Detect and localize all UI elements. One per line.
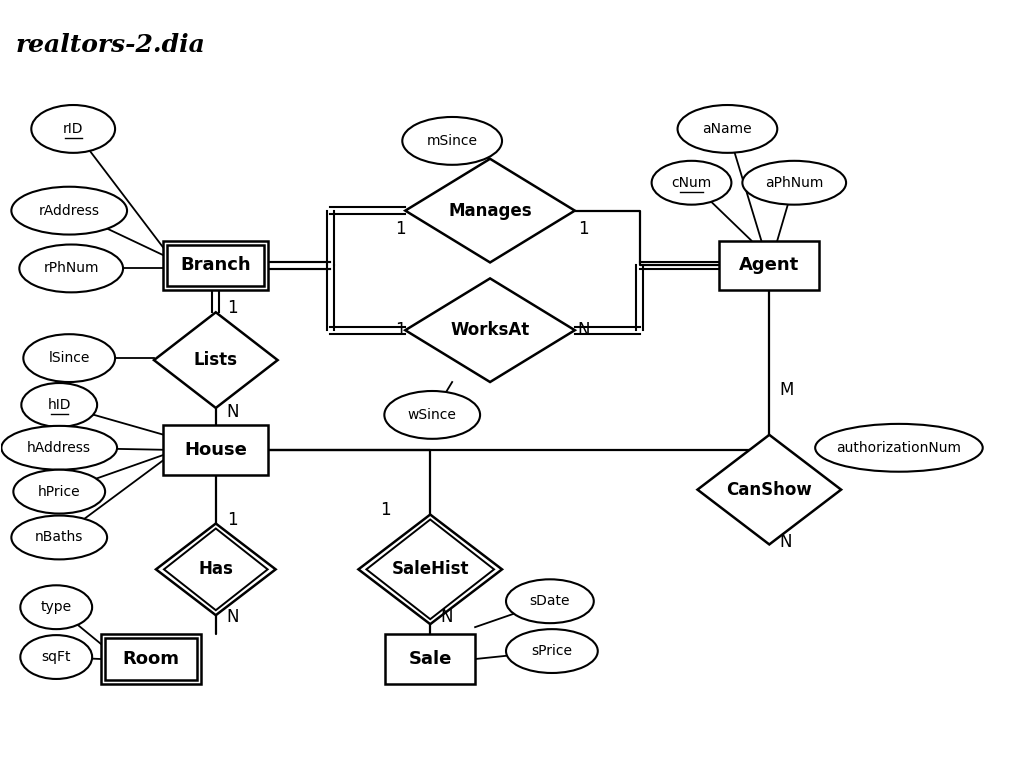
Text: N: N xyxy=(440,608,453,626)
Ellipse shape xyxy=(20,635,92,679)
Text: 1: 1 xyxy=(394,219,406,237)
Ellipse shape xyxy=(20,585,92,629)
Text: N: N xyxy=(779,534,792,552)
Polygon shape xyxy=(164,528,267,610)
Text: rPhNum: rPhNum xyxy=(43,261,99,275)
Text: WorksAt: WorksAt xyxy=(451,321,529,339)
Bar xyxy=(720,240,819,290)
Ellipse shape xyxy=(1,426,117,470)
Text: Agent: Agent xyxy=(739,257,800,275)
Bar xyxy=(385,634,475,684)
Text: sPrice: sPrice xyxy=(531,644,572,658)
Polygon shape xyxy=(154,312,278,408)
Text: sqFt: sqFt xyxy=(42,650,71,664)
Text: House: House xyxy=(184,441,247,459)
Text: type: type xyxy=(41,600,72,614)
Text: rID: rID xyxy=(62,122,83,136)
Polygon shape xyxy=(358,514,502,624)
Text: hPrice: hPrice xyxy=(38,485,81,499)
Text: hID: hID xyxy=(47,398,71,412)
Polygon shape xyxy=(367,520,494,619)
Ellipse shape xyxy=(11,187,127,234)
Text: aName: aName xyxy=(702,122,753,136)
Text: authorizationNum: authorizationNum xyxy=(837,441,962,455)
Text: Manages: Manages xyxy=(449,202,531,219)
Polygon shape xyxy=(406,279,574,382)
Ellipse shape xyxy=(506,629,598,673)
Bar xyxy=(101,634,201,684)
Ellipse shape xyxy=(678,105,777,152)
Ellipse shape xyxy=(506,580,594,623)
Polygon shape xyxy=(697,435,841,545)
Text: N: N xyxy=(226,608,240,626)
Ellipse shape xyxy=(651,161,731,205)
Ellipse shape xyxy=(13,470,105,513)
Text: aPhNum: aPhNum xyxy=(765,176,823,190)
Text: N: N xyxy=(226,403,240,421)
Text: lSince: lSince xyxy=(48,351,90,365)
Ellipse shape xyxy=(24,335,115,382)
Text: mSince: mSince xyxy=(427,134,477,148)
Bar xyxy=(164,425,268,475)
Text: 1: 1 xyxy=(394,321,406,339)
Bar xyxy=(164,240,268,290)
Ellipse shape xyxy=(742,161,846,205)
Ellipse shape xyxy=(11,516,108,559)
Text: CanShow: CanShow xyxy=(726,481,812,499)
Bar xyxy=(105,638,197,680)
Text: Has: Has xyxy=(199,560,233,578)
Text: sDate: sDate xyxy=(529,594,570,608)
Ellipse shape xyxy=(384,391,480,439)
Text: Sale: Sale xyxy=(409,650,452,668)
Ellipse shape xyxy=(32,105,115,152)
Text: realtors-2.dia: realtors-2.dia xyxy=(15,33,205,58)
Text: rAddress: rAddress xyxy=(39,204,99,218)
Polygon shape xyxy=(156,524,275,615)
Ellipse shape xyxy=(402,117,502,165)
Text: M: M xyxy=(779,381,794,399)
Text: SaleHist: SaleHist xyxy=(391,560,469,578)
Text: 1: 1 xyxy=(226,510,238,528)
Ellipse shape xyxy=(22,383,97,427)
Text: 1: 1 xyxy=(226,300,238,317)
Text: wSince: wSince xyxy=(408,408,457,422)
Text: cNum: cNum xyxy=(672,176,712,190)
Text: 1: 1 xyxy=(380,500,390,519)
Text: N: N xyxy=(578,321,590,339)
Polygon shape xyxy=(406,159,574,262)
Text: nBaths: nBaths xyxy=(35,531,83,545)
Bar xyxy=(168,244,264,286)
Text: 1: 1 xyxy=(578,219,589,237)
Text: hAddress: hAddress xyxy=(28,441,91,455)
Text: Lists: Lists xyxy=(194,351,238,369)
Text: Branch: Branch xyxy=(180,257,251,275)
Text: Room: Room xyxy=(123,650,179,668)
Ellipse shape xyxy=(815,424,983,471)
Ellipse shape xyxy=(19,244,123,293)
